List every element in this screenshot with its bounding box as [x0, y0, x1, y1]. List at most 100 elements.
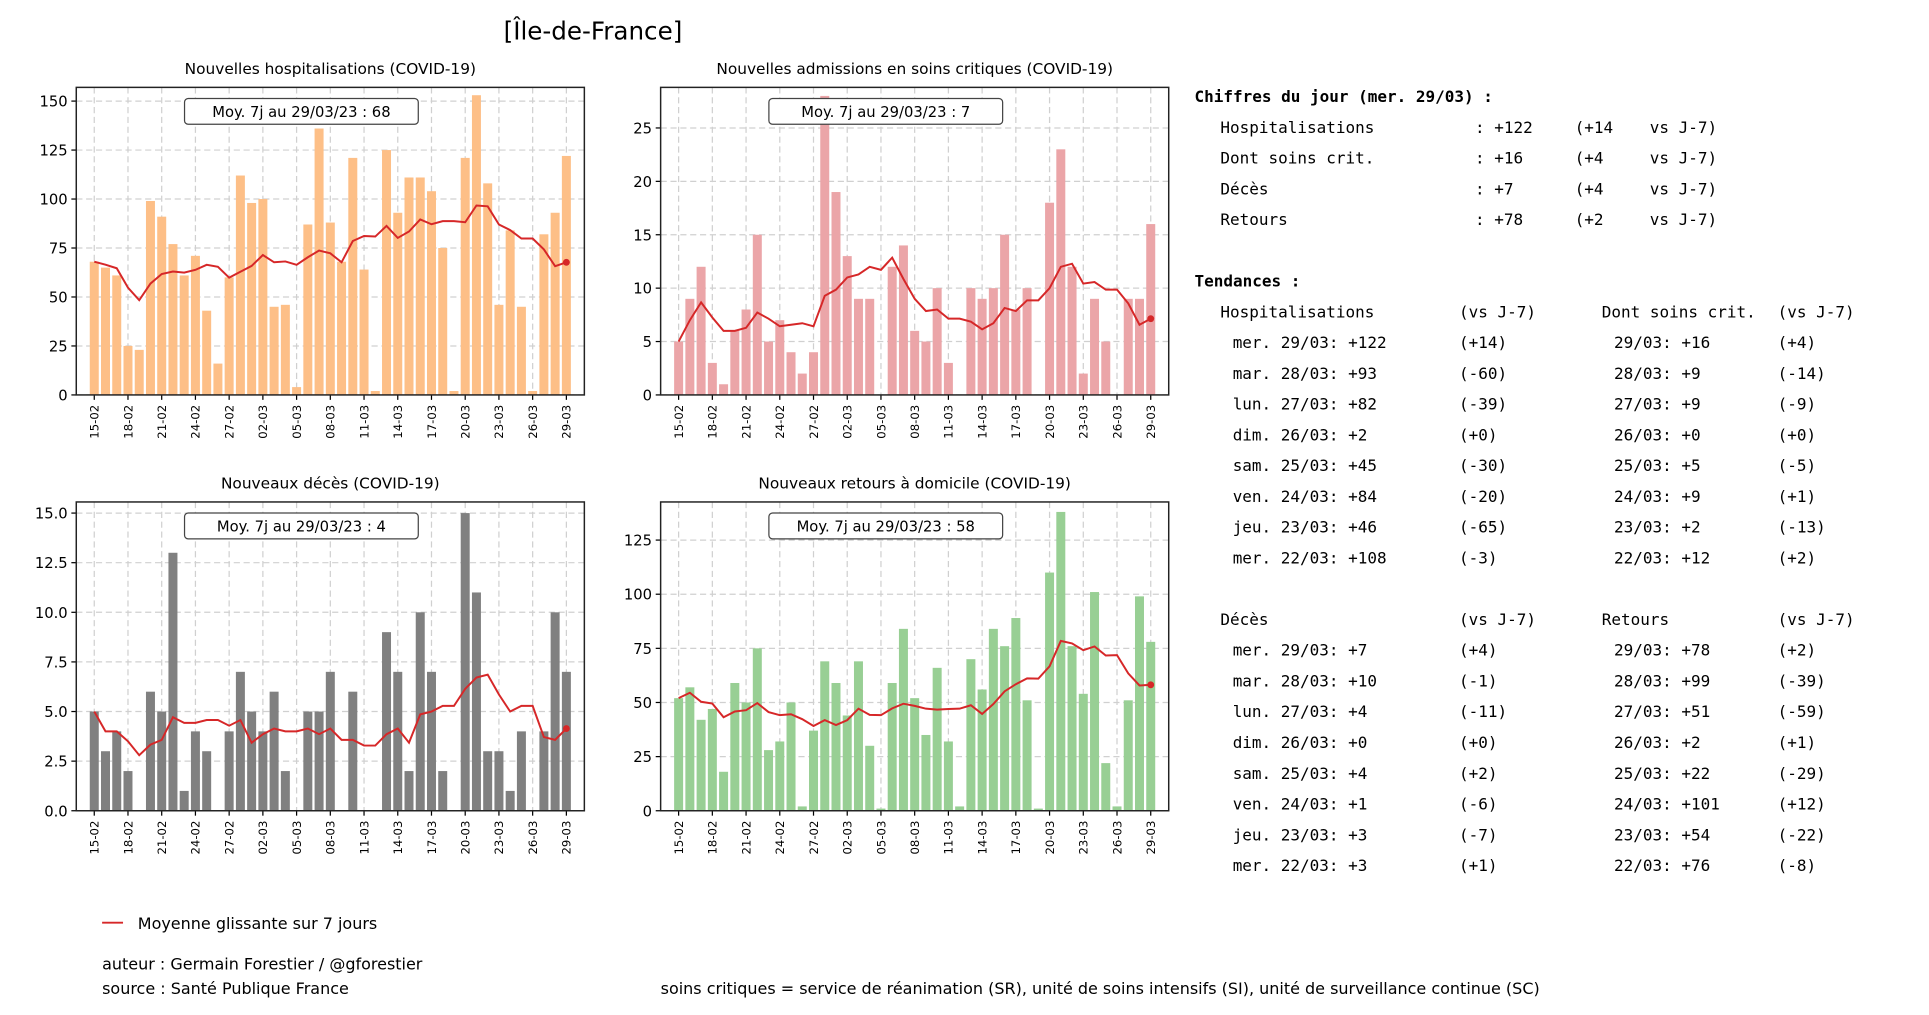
bar [460, 513, 470, 811]
bar [269, 691, 279, 811]
trend-left-value: mer. 29/03: +7 [1233, 641, 1368, 660]
legend-label: Moyenne glissante sur 7 jours [138, 914, 377, 933]
bar [89, 261, 99, 395]
bar [314, 711, 324, 811]
x-tick-label: 21-02 [155, 821, 169, 855]
average-annotation: Moy. 7j au 29/03/23 : 58 [797, 518, 975, 535]
y-tick-label: 75 [633, 641, 652, 658]
y-tick-label: 5 [643, 334, 652, 351]
bar [876, 808, 886, 811]
bar [741, 309, 751, 395]
trend-right-delta: (-39) [1778, 671, 1826, 690]
bar [168, 244, 178, 395]
charts: Nouvelles hospitalisations (COVID-19) 0 25… [35, 60, 1170, 855]
y-tick-label: 5.0 [44, 704, 67, 721]
bar [157, 216, 167, 395]
trend-right-value: 23/03: +2 [1614, 518, 1701, 537]
moving-average-line [93, 673, 568, 757]
bar [1067, 646, 1077, 811]
x-tick-label: 24-02 [773, 821, 787, 855]
trend-left-delta: (-60) [1459, 364, 1507, 383]
trend-left-delta: (+2) [1459, 764, 1498, 783]
bar [415, 177, 425, 395]
trend-left-title: Décès [1220, 610, 1268, 629]
bar [438, 771, 448, 811]
bar [955, 806, 965, 811]
x-tick-label: 26-03 [1110, 821, 1124, 855]
bar [764, 341, 774, 395]
x-tick-label: 17-03 [1009, 821, 1023, 855]
bar [674, 341, 684, 395]
y-tick-label: 100 [624, 587, 652, 604]
summary-ref: vs J-7) [1650, 118, 1717, 137]
bar [1067, 266, 1077, 395]
x-tick-label: 18-02 [706, 405, 720, 439]
bar [539, 234, 549, 395]
bar [438, 248, 448, 395]
trend-right-delta: (-14) [1778, 364, 1826, 383]
bar [292, 387, 302, 395]
bar [303, 711, 313, 811]
bar [1146, 224, 1156, 395]
moving-average-line [677, 255, 1152, 342]
trend-left-value: dim. 26/03: +0 [1233, 733, 1368, 752]
bar [1123, 700, 1133, 811]
x-tick-label: 20-03 [1043, 821, 1057, 855]
trend-left-delta: (-11) [1459, 702, 1507, 721]
x-tick-label: 29-03 [560, 821, 574, 855]
y-tick-label: 125 [624, 533, 652, 550]
trend-right-value: 28/03: +9 [1614, 364, 1701, 383]
summary-label: Retours [1220, 210, 1287, 229]
bar [382, 150, 392, 395]
trend-right-value: 27/03: +9 [1614, 395, 1701, 414]
trend-left-delta: (-6) [1459, 795, 1498, 814]
bar [483, 183, 493, 395]
bar [123, 771, 133, 811]
summary-delta: (+4 [1575, 179, 1604, 198]
axes-frame [75, 501, 586, 812]
trend-right-delta: (+2) [1778, 641, 1816, 660]
x-tick-label: 11-03 [942, 405, 956, 439]
trend-right-value: 22/03: +12 [1614, 548, 1710, 567]
average-annotation: Moy. 7j au 29/03/23 : 68 [212, 104, 390, 121]
trend-left-value: mer. 29/03: +122 [1233, 333, 1387, 352]
bar [1022, 288, 1032, 395]
summary-delta: (+2 [1575, 210, 1604, 229]
x-tick-label: 14-03 [975, 405, 989, 439]
summary-ref: vs J-7) [1650, 179, 1717, 198]
bar [528, 391, 538, 395]
trend-right-delta: (+2) [1778, 548, 1816, 567]
x-tick-label: 02-03 [841, 405, 855, 439]
figure-title: [Île-de-France] [504, 16, 683, 45]
y-tick-label: 20 [633, 174, 652, 191]
trend-left-value: dim. 26/03: +2 [1233, 425, 1368, 444]
bar [921, 341, 931, 395]
bar [820, 95, 830, 395]
y-tick-label: 15 [633, 227, 652, 244]
summary-delta: (+4 [1575, 149, 1604, 168]
bar [1056, 511, 1066, 811]
trend-right-value: 29/03: +16 [1614, 333, 1710, 352]
trend-right-delta: (-22) [1778, 825, 1826, 844]
footnote-text: soins critiques = service de réanimation… [661, 979, 1540, 998]
trend-right-value: 24/03: +9 [1614, 487, 1701, 506]
summary-ref: vs J-7) [1650, 149, 1717, 168]
bar [561, 671, 571, 811]
x-tick-label: 11-03 [942, 821, 956, 855]
bar [325, 671, 335, 811]
trend-left-value: sam. 25/03: +4 [1233, 764, 1368, 783]
trend-right-delta: (+1) [1778, 733, 1816, 752]
x-tick-label: 27-02 [807, 821, 821, 855]
bar [775, 741, 785, 811]
trend-left-delta: (-1) [1459, 671, 1498, 690]
y-tick-label: 25 [633, 749, 652, 766]
bar [1090, 298, 1100, 395]
trend-right-value: 23/03: +54 [1614, 825, 1710, 844]
y-tick-label: 0 [643, 803, 652, 820]
trend-left-value: mar. 28/03: +93 [1233, 364, 1377, 383]
x-tick-label: 15-02 [672, 821, 686, 855]
x-tick-label: 23-03 [1077, 405, 1091, 439]
x-tick-label: 23-03 [1077, 821, 1091, 855]
bar [1022, 700, 1032, 811]
bar [786, 352, 796, 395]
